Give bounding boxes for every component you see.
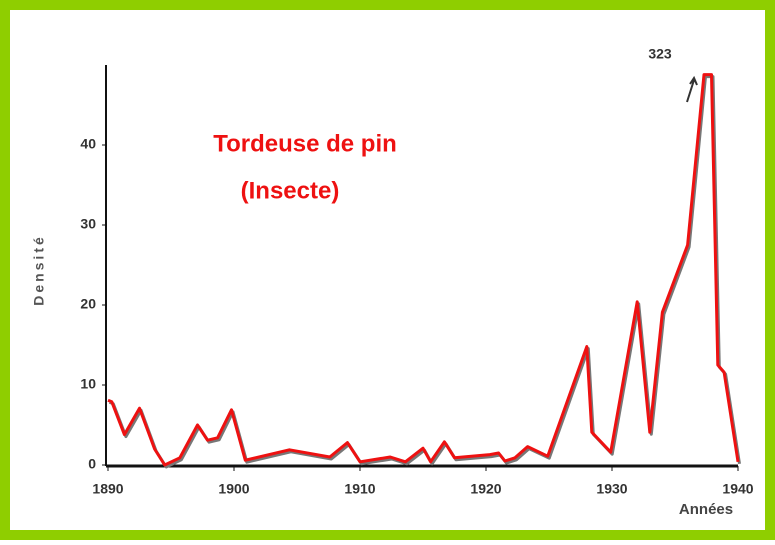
- line-shadow: [108, 75, 741, 469]
- y-tick-label: 40: [80, 136, 96, 152]
- x-tick-label: 1900: [218, 481, 249, 497]
- chart-subtitle: (Insecte): [241, 177, 340, 204]
- y-axis-label: Densité: [31, 234, 47, 306]
- x-tick-label: 1890: [92, 481, 123, 497]
- chart-title: Tordeuse de pin: [213, 130, 397, 157]
- y-tick-label: 20: [80, 296, 96, 312]
- x-tick-label: 1940: [722, 481, 753, 497]
- x-tick-label: 1910: [344, 481, 375, 497]
- y-tick-label: 10: [80, 376, 96, 392]
- x-tick-label: 1920: [470, 481, 501, 497]
- y-tick-label: 0: [88, 456, 96, 472]
- line: [107, 73, 740, 467]
- y-tick-label: 30: [80, 216, 96, 232]
- x-axis-label: Années: [679, 501, 733, 518]
- x-tick-label: 1930: [596, 481, 627, 497]
- annotation-arrow: [686, 75, 698, 103]
- annotation: 323: [648, 46, 672, 62]
